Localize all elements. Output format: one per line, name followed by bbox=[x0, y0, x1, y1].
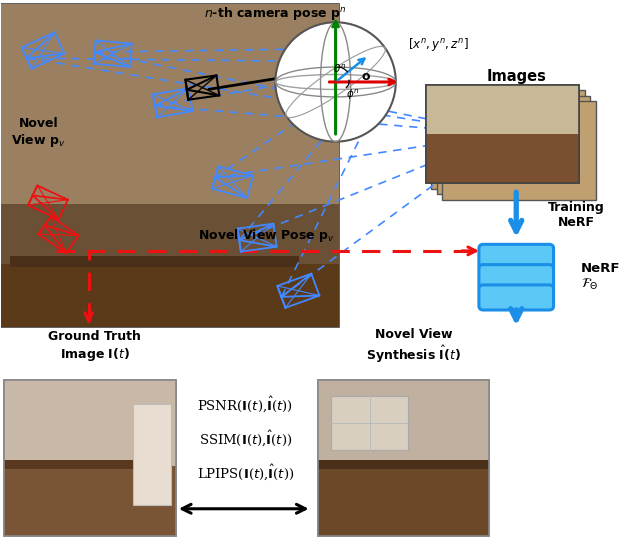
Bar bbox=[11, 256, 299, 267]
Text: $n$-th camera pose $\mathbf{p}^n$: $n$-th camera pose $\mathbf{p}^n$ bbox=[204, 5, 347, 22]
Text: $\theta^n$: $\theta^n$ bbox=[333, 63, 346, 75]
FancyBboxPatch shape bbox=[479, 285, 553, 310]
Text: Novel
View $\mathbf{p}_v$: Novel View $\mathbf{p}_v$ bbox=[11, 117, 66, 149]
Bar bbox=[426, 85, 580, 184]
Bar bbox=[317, 380, 489, 536]
Bar bbox=[4, 380, 176, 466]
FancyBboxPatch shape bbox=[479, 244, 553, 269]
Bar bbox=[442, 101, 596, 200]
Bar bbox=[426, 85, 580, 184]
Text: Images: Images bbox=[486, 69, 546, 84]
Bar bbox=[1, 204, 339, 264]
Text: $[x^n, y^n, z^n]$: $[x^n, y^n, z^n]$ bbox=[408, 37, 469, 53]
Text: LPIPS($\mathbf{I}$($t$),$\hat{\mathbf{I}}$($t$)): LPIPS($\mathbf{I}$($t$),$\hat{\mathbf{I}… bbox=[197, 462, 294, 482]
Bar bbox=[1, 4, 339, 327]
Bar bbox=[4, 460, 133, 469]
Bar bbox=[1, 264, 339, 327]
Text: NeRF
$\mathcal{F}_{\Theta}$: NeRF $\mathcal{F}_{\Theta}$ bbox=[581, 262, 620, 292]
Bar bbox=[4, 380, 176, 536]
Text: Novel View Pose $\mathbf{p}_v$: Novel View Pose $\mathbf{p}_v$ bbox=[198, 227, 335, 244]
Bar bbox=[317, 380, 489, 536]
Text: $\phi^n$: $\phi^n$ bbox=[346, 88, 359, 102]
Bar bbox=[426, 85, 580, 134]
Text: SSIM($\mathbf{I}$($t$),$\hat{\mathbf{I}}$($t$)): SSIM($\mathbf{I}$($t$),$\hat{\mathbf{I}}… bbox=[198, 429, 292, 448]
Bar bbox=[426, 134, 580, 184]
Bar bbox=[317, 466, 489, 536]
Bar bbox=[317, 460, 489, 469]
Text: $\mathbf{o}$: $\mathbf{o}$ bbox=[361, 70, 371, 83]
Bar bbox=[4, 466, 176, 536]
Bar bbox=[4, 380, 176, 536]
FancyBboxPatch shape bbox=[479, 265, 553, 289]
Text: Training
NeRF: Training NeRF bbox=[548, 201, 605, 229]
Bar bbox=[331, 396, 409, 450]
Text: PSNR($\mathbf{I}$($t$),$\hat{\mathbf{I}}$($t$)): PSNR($\mathbf{I}$($t$),$\hat{\mathbf{I}}… bbox=[197, 395, 293, 414]
Bar bbox=[1, 4, 339, 204]
Circle shape bbox=[275, 22, 396, 141]
Bar bbox=[431, 90, 585, 189]
Bar bbox=[437, 96, 590, 194]
Text: Novel View
Synthesis $\hat{\mathbf{I}}$($t$): Novel View Synthesis $\hat{\mathbf{I}}$(… bbox=[366, 328, 461, 365]
Text: Ground Truth
Image $\mathbf{I}$($t$): Ground Truth Image $\mathbf{I}$($t$) bbox=[48, 330, 141, 362]
Bar bbox=[133, 404, 171, 504]
Bar bbox=[317, 380, 489, 466]
